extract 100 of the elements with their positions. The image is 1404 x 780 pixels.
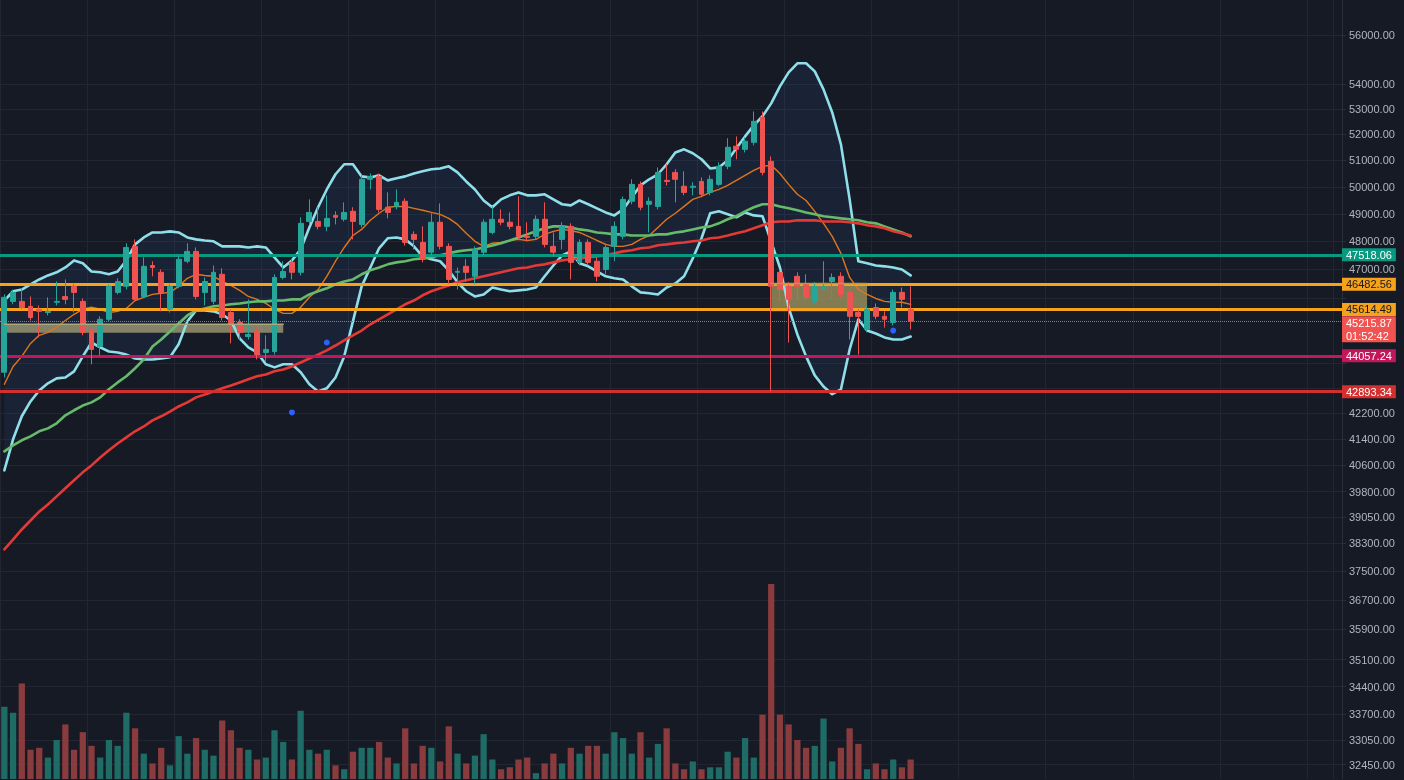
bar: [855, 743, 862, 779]
bar: [637, 732, 644, 779]
bar: [419, 745, 426, 779]
y-tick-label: 41400.00: [1349, 433, 1395, 445]
bar: [70, 749, 78, 779]
point: [323, 339, 330, 346]
candlestick: [97, 315, 103, 356]
point: [890, 327, 897, 334]
bar: [114, 745, 121, 779]
bar: [733, 757, 740, 779]
candlestick: [455, 266, 460, 291]
candlestick: [725, 137, 731, 170]
bar: [410, 763, 418, 779]
candlestick: [733, 135, 739, 160]
candlestick: [760, 110, 765, 176]
candlestick: [115, 277, 121, 295]
candlestick: [89, 325, 94, 365]
candlestick: [367, 172, 373, 190]
bar: [219, 720, 226, 779]
candlestick: [394, 188, 399, 210]
bar: [593, 745, 601, 779]
bar: [393, 763, 400, 779]
candlestick: [437, 202, 443, 250]
candlestick: [489, 205, 495, 235]
bar: [567, 747, 574, 779]
candlestick: [1, 293, 7, 378]
bar: [297, 710, 304, 779]
bar: [210, 755, 217, 779]
bar: [628, 753, 635, 779]
bar: [785, 724, 792, 779]
bar: [384, 757, 391, 779]
bar: [846, 728, 853, 779]
candlestick: [280, 260, 286, 280]
bar: [436, 761, 444, 779]
candlestick: [158, 268, 164, 312]
bar: [166, 765, 174, 779]
bar: [672, 763, 679, 779]
bar: [79, 732, 86, 779]
y-tick-label: 54000.00: [1349, 77, 1395, 90]
line-series: [3, 164, 912, 385]
candlestick: [672, 168, 678, 203]
bar: [471, 755, 479, 779]
bar: [323, 749, 330, 779]
candlestick: [254, 327, 260, 360]
bar: [707, 767, 714, 779]
candlestick: [272, 273, 277, 356]
bar: [18, 683, 25, 779]
bar: [341, 769, 348, 779]
bar: [585, 745, 592, 779]
candlestick: [10, 289, 16, 305]
bar: [768, 584, 775, 779]
bar: [881, 769, 888, 779]
bar: [27, 749, 34, 779]
bar: [863, 769, 871, 779]
bar: [872, 763, 879, 779]
bar: [445, 726, 452, 779]
candlestick: [559, 221, 565, 250]
candlestick: [324, 194, 330, 232]
bar: [44, 757, 52, 779]
bar: [375, 741, 383, 779]
bar: [454, 753, 461, 779]
bar: [497, 769, 505, 779]
bar: [611, 732, 618, 779]
candlestick: [245, 298, 251, 340]
bar: [890, 759, 897, 779]
candlestick: [446, 242, 452, 285]
bar: [480, 734, 487, 779]
y-tick-label: 36700.00: [1349, 594, 1395, 607]
candlestick: [803, 273, 809, 302]
ref-line-label: 42893.34: [1346, 385, 1392, 398]
candlestick: [481, 218, 487, 256]
candlestick: [71, 282, 77, 314]
bar: [402, 728, 409, 779]
candlestick: [585, 238, 591, 266]
candlestick: [341, 201, 347, 222]
bar: [88, 745, 95, 779]
candlestick: [629, 178, 635, 205]
bar: [140, 753, 147, 779]
bar: [532, 773, 540, 779]
bar: [236, 747, 243, 779]
candlestick: [359, 174, 365, 228]
candlestick: [873, 302, 879, 320]
candlestick: [838, 271, 844, 298]
bar: [175, 736, 182, 779]
bar: [619, 738, 627, 779]
candlestick: [385, 191, 391, 219]
candlestick: [150, 260, 155, 277]
bar: [689, 761, 696, 779]
candlestick: [690, 181, 696, 196]
candlestick: [742, 136, 748, 153]
y-tick-label: 40600.00: [1349, 459, 1395, 472]
bar: [271, 730, 278, 779]
candlestick: [611, 220, 617, 262]
bar: [358, 747, 365, 779]
y-tick-label: 52000.00: [1349, 128, 1395, 141]
bar: [741, 738, 749, 779]
candlestick: [211, 264, 216, 305]
ref-line-label: 45614.49: [1346, 303, 1392, 316]
candlestick: [829, 272, 835, 300]
y-tick-label: 35100.00: [1349, 653, 1395, 666]
